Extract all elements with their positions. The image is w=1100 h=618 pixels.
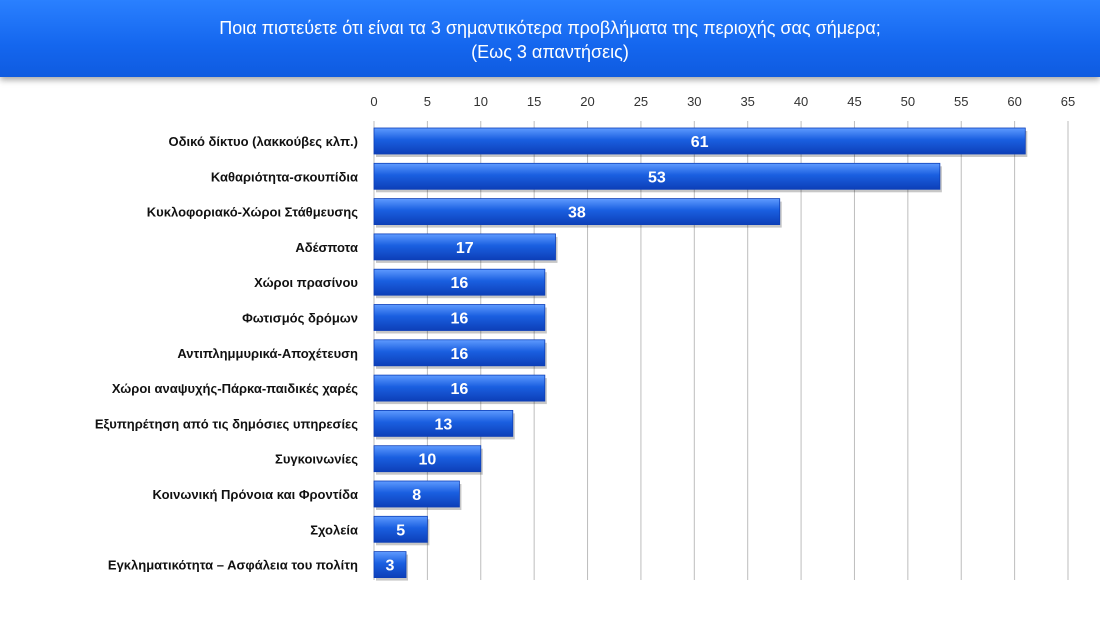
x-tick-label: 50 [901,94,915,109]
bar [373,127,1026,155]
gridlines [373,121,1069,580]
category-label: Κυκλοφοριακό-Χώροι Στάθμευσης [147,205,358,220]
category-label: Αδέσποτα [295,240,358,255]
bar [373,515,428,543]
category-label: Εξυπηρέτηση από τις δημόσιες υπηρεσίες [95,416,358,431]
bar [373,304,546,331]
title-banner: Ποια πιστεύετε ότι είναι τα 3 σημαντικότ… [0,0,1100,77]
data-label: 13 [435,416,453,433]
data-label: 16 [451,311,469,328]
x-tick-label: 30 [687,94,701,109]
bar [373,162,941,190]
bar [373,198,781,226]
data-label: 16 [451,381,469,398]
x-tick-label: 65 [1061,94,1075,109]
data-label: 3 [386,558,395,575]
data-label: 61 [691,134,709,151]
category-label: Οδικό δίκτυο (λακκούβες κλπ.) [169,134,358,149]
data-label: 38 [568,205,586,222]
x-axis-ticks: 0 5 10 15 20 25 30 35 40 45 50 55 60 65 [370,94,1075,109]
category-label: Καθαριότητα-σκουπίδια [211,169,358,184]
x-tick-label: 45 [847,94,861,109]
x-tick-label: 35 [740,94,754,109]
category-label: Εγκληματικότητα – Ασφάλεια του πολίτη [108,558,358,573]
data-label: 8 [412,487,421,504]
category-label: Χώροι αναψυχής-Πάρκα-παιδικές χαρές [112,381,358,396]
data-label: 16 [451,275,469,292]
x-tick-label: 5 [424,94,431,109]
bar [373,409,514,437]
bar [373,551,407,578]
x-tick-label: 60 [1007,94,1021,109]
x-tick-label: 40 [794,94,808,109]
category-labels: Οδικό δίκτυο (λακκούβες κλπ.) Καθαριότητα… [95,134,359,573]
chart-subtitle: (Εως 3 απαντήσεις) [471,41,629,62]
category-label: Αντιπλημμυρικά-Αποχέτευση [177,346,358,361]
bar [373,233,556,261]
category-label: Φωτισμός δρόμων [242,311,358,326]
x-tick-label: 15 [527,94,541,109]
x-tick-label: 10 [474,94,488,109]
bar [373,480,460,508]
bar [373,445,482,473]
x-tick-label: 20 [580,94,594,109]
category-label: Χώροι πρασίνου [254,275,358,290]
category-label: Σχολεία [310,522,358,537]
bars [373,127,1028,581]
category-label: Συγκοινωνίες [275,452,358,467]
data-label: 16 [451,346,469,363]
chart-title: Ποια πιστεύετε ότι είναι τα 3 σημαντικότ… [219,17,881,38]
x-tick-label: 55 [954,94,968,109]
bar [373,339,546,367]
data-label: 10 [418,452,436,469]
data-label: 5 [396,522,405,539]
data-label: 17 [456,240,474,257]
x-tick-label: 25 [634,94,648,109]
data-label: 53 [648,169,666,186]
x-tick-label: 0 [370,94,377,109]
bar [373,268,546,296]
bar [373,374,546,402]
category-label: Κοινωνική Πρόνοια και Φροντίδα [153,487,358,502]
